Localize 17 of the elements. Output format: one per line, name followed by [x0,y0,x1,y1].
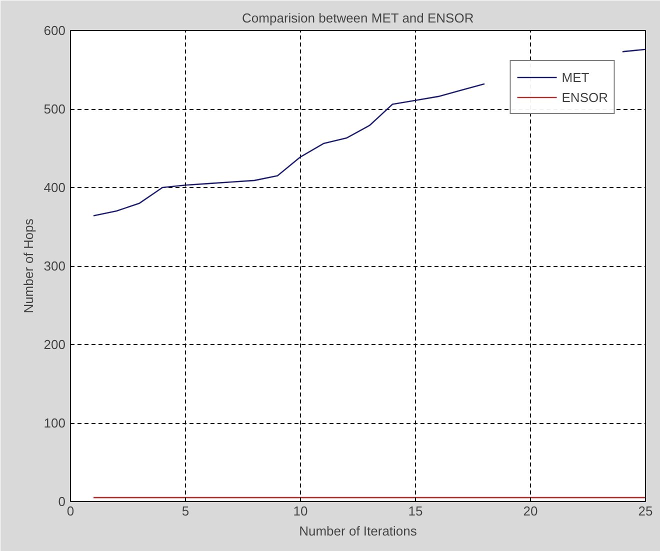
legend-label: MET [562,70,590,84]
y-tick-label: 200 [44,337,66,352]
x-tick-label: 10 [293,504,308,518]
y-tick-label: 600 [44,23,66,38]
x-tick-label: 20 [523,504,538,518]
x-tick-label: 5 [182,504,190,518]
y-tick-label: 100 [44,416,66,430]
y-tick-label: 0 [58,494,66,509]
y-tick-label: 300 [44,258,66,274]
x-tick-label: 15 [408,504,423,518]
y-axis-title: Number of Hops [20,218,36,314]
x-tick-label: 25 [638,504,653,518]
legend-label: ENSOR [562,90,608,104]
x-axis-title: Number of Iterations [299,524,418,538]
y-tick-label: 400 [44,180,66,195]
chart-title: Comparision between MET and ENSOR [242,10,474,26]
y-tick-label: 500 [44,102,66,116]
